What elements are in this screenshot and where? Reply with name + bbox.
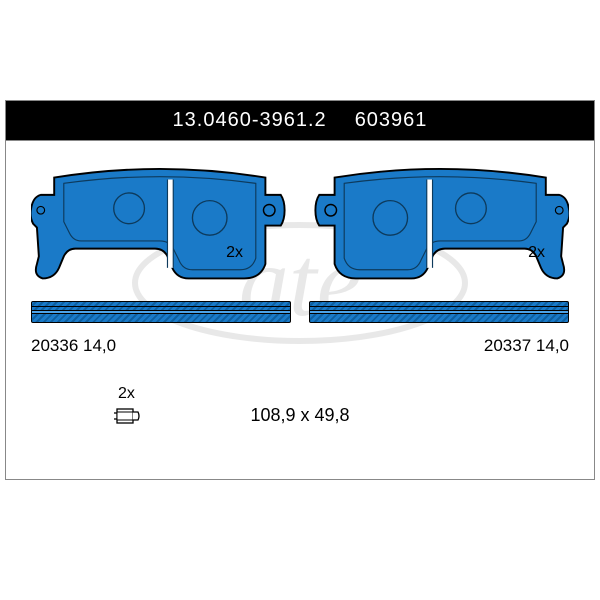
dimensions-label: 108,9 x 49,8 [250, 405, 349, 426]
brake-pad-right-side [309, 301, 569, 323]
left-thickness: 14,0 [83, 336, 116, 355]
title-bar: 13.0460-3961.2 603961 [6, 101, 594, 141]
part-number-short: 603961 [355, 109, 428, 132]
pad-left-qty-label: 2x [226, 244, 243, 262]
brake-pad-left-face: 2x [31, 166, 291, 286]
pad-right-qty-label: 2x [528, 244, 545, 262]
brake-pad-left-side [31, 301, 291, 323]
clip-qty-label: 2x [118, 385, 135, 403]
left-ref: 20336 [31, 336, 78, 355]
right-ref-label: 20337 14,0 [484, 336, 569, 356]
diagram-frame: 13.0460-3961.2 603961 ate [5, 100, 595, 480]
diagram-content: ate 2x [6, 141, 594, 479]
right-thickness: 14,0 [536, 336, 569, 355]
right-ref: 20337 [484, 336, 531, 355]
clip-icon [114, 407, 140, 425]
part-number-full: 13.0460-3961.2 [173, 109, 327, 132]
left-ref-label: 20336 14,0 [31, 336, 116, 356]
brake-pad-right-face: 2x [309, 166, 569, 286]
